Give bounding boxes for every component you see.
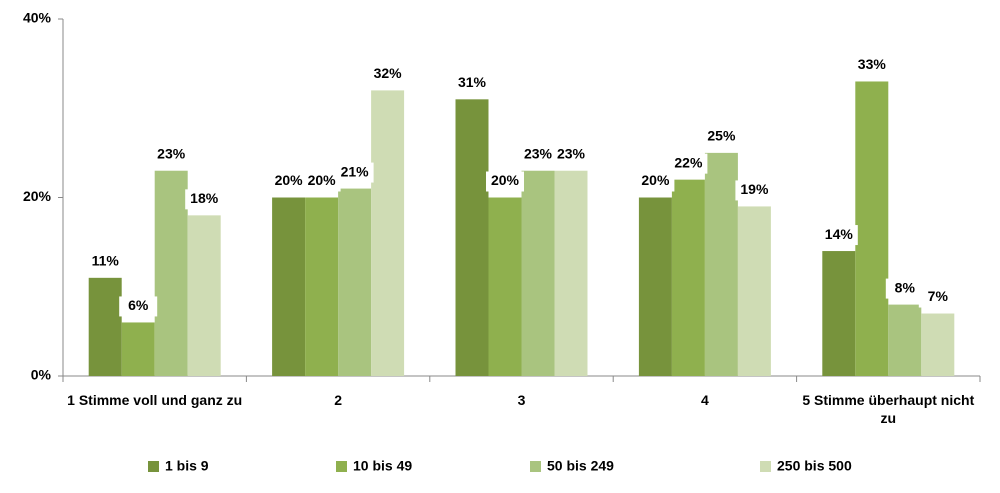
value-label-bg	[486, 171, 524, 192]
x-tick-label: 3	[517, 392, 526, 408]
legend-label: 10 bis 49	[353, 458, 412, 474]
value-label: 22%	[674, 154, 703, 170]
value-label: 23%	[524, 145, 553, 161]
value-label: 20%	[641, 172, 670, 188]
value-label-bg	[852, 55, 891, 76]
value-label: 20%	[275, 172, 304, 188]
value-label-bg	[819, 225, 858, 246]
y-tick-label: 0%	[31, 367, 52, 383]
bar	[921, 313, 955, 376]
x-tick-label: 5 Stimme überhaupt nicht zu	[802, 392, 975, 426]
bar	[488, 197, 522, 376]
bar	[855, 81, 889, 376]
bar	[521, 170, 555, 376]
value-label: 32%	[374, 65, 403, 81]
value-label-bg	[302, 171, 341, 192]
bar	[121, 322, 155, 376]
bar	[338, 188, 372, 376]
x-tick-label: 1 Stimme voll und ganz zu	[67, 392, 243, 408]
value-label: 20%	[308, 172, 337, 188]
value-label-bg	[735, 180, 774, 201]
value-label-bg	[185, 189, 224, 210]
value-label: 20%	[491, 172, 520, 188]
legend-swatch	[760, 461, 771, 472]
bar	[554, 170, 588, 376]
value-label: 8%	[895, 279, 916, 295]
value-label: 18%	[190, 190, 219, 206]
value-label-bg	[368, 64, 407, 85]
y-tick-label: 20%	[23, 188, 52, 204]
legend-swatch	[530, 461, 541, 472]
value-label: 25%	[707, 128, 736, 144]
value-label-bg	[669, 153, 708, 174]
value-label-bg	[552, 144, 590, 165]
bar	[638, 197, 672, 376]
bar	[272, 197, 306, 376]
y-tick-label: 40%	[23, 10, 52, 26]
bar	[671, 179, 705, 376]
value-label: 23%	[157, 145, 186, 161]
value-label-bg	[453, 73, 491, 94]
value-label-bg	[636, 171, 675, 192]
bar	[305, 197, 339, 376]
bar	[888, 304, 922, 376]
value-label: 6%	[128, 297, 149, 313]
bar	[88, 277, 122, 376]
legend-swatch	[336, 461, 347, 472]
bar	[704, 152, 738, 376]
legend-swatch	[148, 461, 159, 472]
bar	[455, 99, 489, 376]
value-label: 21%	[341, 163, 370, 179]
bar	[737, 206, 771, 376]
value-label-bg	[885, 278, 924, 299]
legend-label: 50 bis 249	[547, 458, 614, 474]
value-label: 23%	[557, 145, 586, 161]
x-tick-label: 2	[334, 392, 342, 408]
value-label-bg	[152, 144, 191, 165]
legend-label: 250 bis 500	[777, 458, 852, 474]
bar	[822, 251, 856, 376]
value-label: 19%	[740, 181, 769, 197]
value-label: 7%	[928, 288, 949, 304]
value-label-bg	[918, 287, 957, 308]
x-tick-label: 4	[700, 392, 709, 408]
value-label: 31%	[458, 74, 487, 90]
value-label-bg	[702, 126, 741, 147]
value-label-bg	[335, 162, 374, 183]
value-label: 33%	[858, 56, 887, 72]
value-label: 14%	[825, 226, 854, 242]
bar	[154, 170, 188, 376]
value-label-bg	[119, 296, 158, 317]
legend-label: 1 bis 9	[165, 458, 209, 474]
bar	[371, 90, 405, 377]
value-label-bg	[86, 251, 125, 272]
value-label: 11%	[92, 253, 120, 269]
bar	[187, 215, 221, 376]
value-label-bg	[519, 144, 557, 165]
value-label-bg	[269, 171, 308, 192]
